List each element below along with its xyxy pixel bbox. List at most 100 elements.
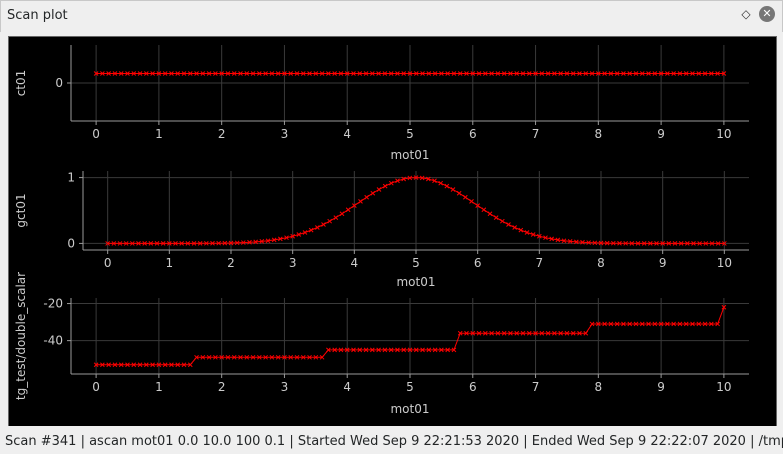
data-point xyxy=(489,330,494,336)
data-point xyxy=(351,347,356,353)
data-point xyxy=(282,354,287,360)
x-axis-label: mot01 xyxy=(390,402,429,416)
window-title: Scan plot xyxy=(7,8,68,23)
data-point xyxy=(499,218,505,224)
x-tick-label: 10 xyxy=(716,127,731,141)
data-point xyxy=(602,71,607,76)
data-point xyxy=(577,71,582,76)
data-point xyxy=(425,176,431,182)
y-tick-label: -40 xyxy=(43,334,63,348)
data-point xyxy=(327,218,333,224)
data-point xyxy=(570,71,576,76)
close-icon[interactable]: ✕ xyxy=(759,6,775,22)
data-point xyxy=(179,241,185,246)
data-point xyxy=(200,71,206,76)
data-point xyxy=(438,180,444,186)
data-point xyxy=(175,71,181,76)
data-point xyxy=(567,238,573,244)
data-point xyxy=(263,71,268,76)
data-point xyxy=(475,203,481,208)
data-point xyxy=(501,71,507,76)
data-point xyxy=(432,347,438,353)
data-point xyxy=(250,354,256,360)
data-point xyxy=(175,362,181,368)
data-point xyxy=(652,321,658,327)
data-point xyxy=(333,215,339,220)
data-point xyxy=(111,241,117,246)
data-point xyxy=(244,71,250,76)
data-point xyxy=(321,222,326,227)
data-point xyxy=(604,240,610,246)
data-point xyxy=(376,71,381,76)
data-point xyxy=(555,237,561,243)
data-point xyxy=(708,71,714,76)
data-point xyxy=(654,241,659,246)
x-tick-label: 2 xyxy=(227,256,235,270)
data-point xyxy=(678,241,684,246)
x-tick-label: 5 xyxy=(406,380,414,394)
data-point xyxy=(277,236,283,242)
data-point xyxy=(501,330,507,336)
data-point xyxy=(162,362,168,368)
y-tick-label: 1 xyxy=(67,171,75,185)
data-point xyxy=(666,241,672,246)
data-point xyxy=(595,71,601,76)
data-point xyxy=(476,330,482,336)
data-point xyxy=(169,362,174,368)
status-bar: Scan #341 | ascan mot01 0.0 10.0 100 0.1… xyxy=(0,426,783,454)
data-point xyxy=(558,330,564,336)
data-point xyxy=(93,362,99,368)
data-point xyxy=(683,321,689,327)
data-point xyxy=(93,71,99,76)
data-point xyxy=(721,304,727,310)
data-point xyxy=(344,71,350,76)
data-point xyxy=(294,354,300,360)
y-tick-label: -20 xyxy=(43,297,63,311)
scan-plot-area[interactable]: 0 1 2 3 4 5 6 7 8 9 10 0 mot01 ct01 0 1 2 3 4 5 6 7 8 9 10 0 1 mot0… xyxy=(8,36,777,427)
data-point xyxy=(539,330,545,336)
data-point xyxy=(439,347,444,353)
data-point xyxy=(520,71,526,76)
data-point xyxy=(106,71,112,76)
data-point xyxy=(256,354,262,360)
data-point xyxy=(269,354,275,360)
data-point xyxy=(100,71,105,76)
data-point xyxy=(206,354,212,360)
data-point xyxy=(696,321,702,327)
data-point xyxy=(125,362,130,368)
data-point xyxy=(580,239,585,245)
data-point xyxy=(173,241,178,246)
data-point xyxy=(326,71,331,76)
data-point xyxy=(313,71,319,76)
data-point xyxy=(407,347,413,353)
data-point xyxy=(363,71,369,76)
data-point xyxy=(250,71,256,76)
float-diamond-icon[interactable]: ◇ xyxy=(741,7,751,21)
y-axis-label: ct01 xyxy=(14,70,28,97)
data-point xyxy=(263,354,268,360)
data-point xyxy=(526,330,532,336)
data-point xyxy=(426,347,432,353)
x-tick-label: 10 xyxy=(717,256,732,270)
data-point xyxy=(589,321,595,327)
data-point xyxy=(684,241,690,246)
data-point xyxy=(118,362,124,368)
data-point xyxy=(564,330,570,336)
x-tick-label: 4 xyxy=(343,127,351,141)
data-point xyxy=(225,354,231,360)
data-point xyxy=(489,71,494,76)
data-point xyxy=(439,71,444,76)
data-point xyxy=(200,354,206,360)
data-point xyxy=(464,71,469,76)
x-tick-label: 7 xyxy=(536,256,544,270)
data-point xyxy=(240,240,246,245)
data-point xyxy=(508,330,513,336)
x-tick-label: 6 xyxy=(469,380,477,394)
data-point xyxy=(633,321,639,327)
data-point xyxy=(573,239,579,245)
data-point xyxy=(401,176,407,182)
data-point xyxy=(156,362,162,368)
data-point xyxy=(506,222,511,227)
data-point xyxy=(464,330,469,336)
